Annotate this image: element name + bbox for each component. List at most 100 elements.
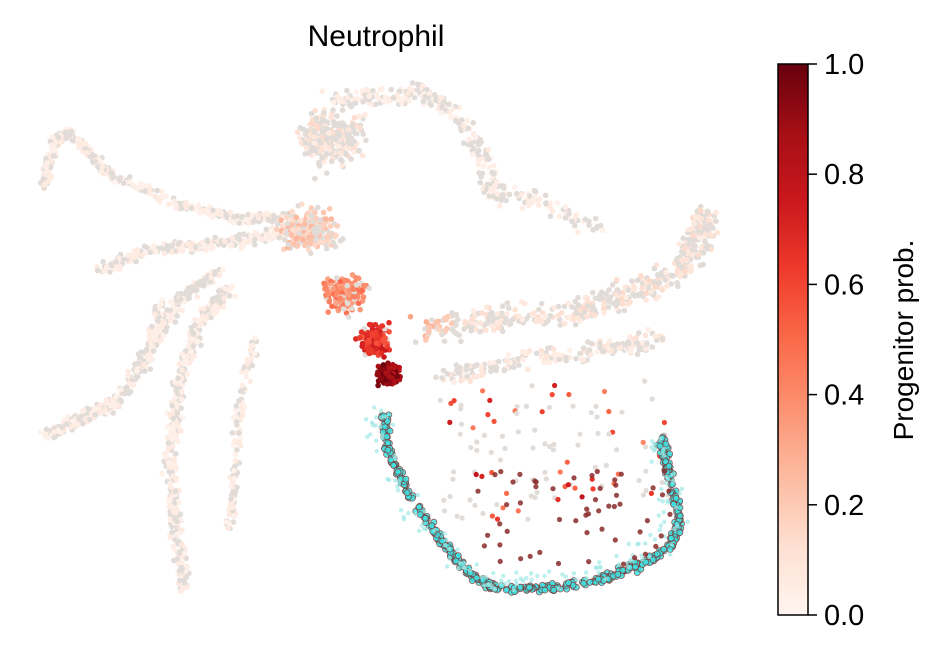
scatter-point <box>608 348 615 354</box>
scatter-point <box>458 117 465 123</box>
scatter-point <box>378 424 383 429</box>
scatter-point <box>571 571 577 576</box>
scatter-point <box>458 406 464 412</box>
scatter-point <box>601 302 607 308</box>
scatter-point <box>222 286 229 292</box>
scatter-point <box>226 521 233 528</box>
scatter-point <box>462 320 468 327</box>
scatter-point <box>447 114 454 121</box>
scatter-point <box>158 245 164 251</box>
scatter-point <box>390 422 396 428</box>
scatter-point <box>216 295 222 301</box>
scatter-point <box>562 215 569 221</box>
scatter-point <box>580 345 587 351</box>
scatter-point <box>381 354 387 360</box>
scatter-point <box>181 354 188 360</box>
scatter-point <box>150 244 157 250</box>
scatter-point <box>649 396 655 402</box>
scatter-point <box>542 353 549 360</box>
scatter-point <box>320 222 327 228</box>
scatter-point <box>236 220 242 226</box>
scatter-point <box>48 174 55 181</box>
scatter-point <box>353 89 360 96</box>
scatter-point <box>689 226 695 232</box>
scatter-point <box>596 570 601 575</box>
scatter-point <box>658 272 665 279</box>
scatter-point <box>291 241 298 248</box>
scatter-point <box>557 213 563 219</box>
scatter-point <box>628 347 635 354</box>
scatter-point <box>543 200 549 207</box>
scatter-point <box>330 99 337 106</box>
scatter-point <box>417 528 422 534</box>
scatter-point <box>173 477 179 483</box>
scatter-point <box>614 447 620 453</box>
scatter-point <box>609 300 616 306</box>
scatter-point <box>550 586 558 594</box>
scatter-point <box>208 245 214 252</box>
scatter-point <box>228 242 235 248</box>
scatter-point <box>350 286 357 293</box>
scatter-point <box>637 529 643 535</box>
scatter-point <box>536 202 542 209</box>
scatter-point <box>377 86 384 93</box>
scatter-plot-area <box>37 80 721 596</box>
scatter-point <box>344 87 350 94</box>
scatter-point <box>117 387 124 393</box>
scatter-point <box>335 121 341 127</box>
scatter-point <box>210 214 216 221</box>
scatter-point <box>50 153 57 159</box>
scatter-point <box>167 411 174 417</box>
scatter-point <box>357 306 364 313</box>
scatter-point <box>487 397 493 403</box>
scatter-point <box>326 206 333 212</box>
scatter-point <box>428 102 435 108</box>
scatter-point <box>601 309 607 316</box>
scatter-point <box>679 264 686 270</box>
scatter-point <box>583 570 589 575</box>
scatter-point <box>575 294 581 301</box>
scatter-point <box>190 331 197 337</box>
scatter-point <box>51 429 58 435</box>
scatter-point <box>682 245 688 251</box>
scatter-point <box>672 494 680 502</box>
scatter-point <box>455 547 460 552</box>
scatter-point <box>84 149 91 156</box>
scatter-point <box>52 433 59 440</box>
scatter-point <box>631 286 637 293</box>
scatter-point <box>479 310 485 316</box>
scatter-point <box>651 279 657 286</box>
scatter-point <box>517 500 524 506</box>
scatter-point <box>669 542 674 547</box>
scatter-point <box>178 396 185 403</box>
scatter-point <box>643 487 649 494</box>
scatter-point <box>117 175 123 181</box>
scatter-point <box>588 410 594 416</box>
scatter-point <box>505 352 512 358</box>
scatter-point <box>378 408 384 413</box>
scatter-point <box>188 336 195 342</box>
scatter-point <box>359 88 366 94</box>
scatter-point <box>562 204 569 210</box>
scatter-point <box>584 506 590 512</box>
scatter-point <box>546 569 552 574</box>
scatter-point <box>421 514 429 522</box>
scatter-point <box>534 316 541 322</box>
scatter-point <box>542 313 548 320</box>
scatter-point <box>497 581 503 587</box>
scatter-point <box>674 267 681 274</box>
scatter-point <box>483 574 488 580</box>
scatter-point <box>370 422 376 428</box>
scatter-point <box>302 151 308 157</box>
scatter-point <box>330 239 337 246</box>
scatter-point <box>135 360 141 367</box>
scatter-point <box>236 429 242 436</box>
scatter-point <box>166 313 172 319</box>
scatter-point <box>394 373 400 380</box>
scatter-point <box>573 518 579 524</box>
scatter-point <box>382 335 388 342</box>
scatter-point <box>293 214 300 221</box>
scatter-point <box>586 347 593 353</box>
scatter-point <box>374 371 381 378</box>
scatter-point <box>484 181 491 187</box>
